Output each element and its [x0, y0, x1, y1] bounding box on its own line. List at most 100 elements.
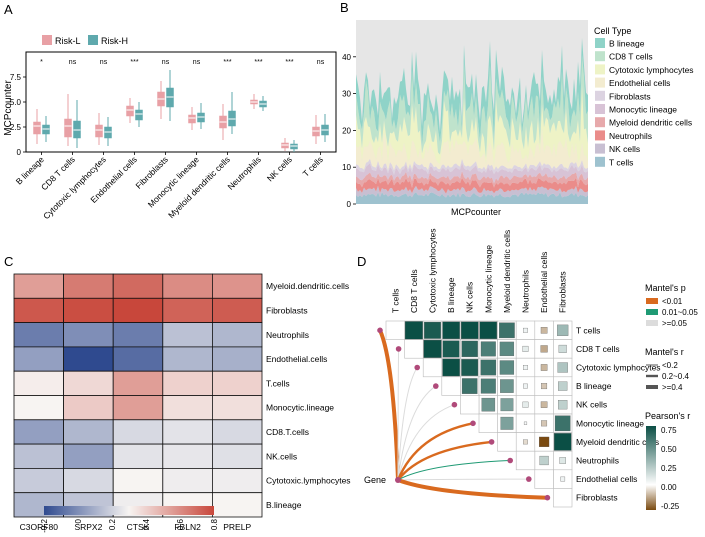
mantel-node [451, 401, 458, 408]
x-axis-label: MCPcounter [451, 207, 501, 217]
heatmap-cell [162, 346, 213, 372]
corr-square [481, 397, 496, 412]
corr-square [541, 420, 548, 427]
heatmap-row-label: Myeloid.dendritic.cells [266, 281, 349, 291]
corr-square [558, 344, 567, 353]
heatmap-col-label: C3ORF80 [20, 522, 59, 532]
heatmap-cell [211, 395, 263, 421]
heatmap-row-label: Fibroblasts [266, 305, 308, 315]
legend-r-title: Mantel's r [645, 347, 684, 357]
legend-r-label: <0.2 [662, 361, 678, 370]
box-risk-l [126, 105, 134, 117]
heatmap-cell [13, 370, 64, 396]
heatmap-cell [63, 419, 114, 445]
panel-label-b: B [340, 0, 349, 15]
heatmap-cell [112, 467, 164, 494]
corr-square [523, 383, 528, 389]
panel-label-c: C [4, 254, 13, 269]
pearson-tick-label: 0.75 [661, 426, 677, 435]
heatmap-cell [112, 346, 164, 372]
pearson-tick-label: 0.25 [661, 464, 677, 473]
legend-swatch [595, 104, 605, 114]
mantel-node [433, 383, 439, 389]
corr-square [499, 322, 515, 339]
heatmap-cell [162, 322, 213, 348]
corr-square [540, 345, 548, 353]
mantel-link [378, 329, 400, 481]
heatmap-cell [112, 297, 164, 323]
mantel-link [397, 404, 455, 481]
heatmap-cell [211, 467, 263, 494]
heatmap-cell [211, 273, 263, 299]
heatmap-col-label: PRELP [223, 522, 251, 532]
corr-square [500, 379, 514, 393]
heatmap-cell [162, 370, 213, 396]
x-tick-label: NK cells [265, 154, 294, 183]
heatmap-cell [211, 346, 263, 372]
significance-label: *** [285, 59, 293, 66]
mantel-link [397, 440, 492, 481]
legend-entry: Monocytic lineage [609, 105, 677, 115]
significance-label: ns [193, 59, 201, 66]
corr-col-label: Neutrophils [521, 270, 531, 313]
legend-p-title: Mantel's p [645, 283, 686, 293]
corr-square [540, 327, 548, 334]
corr-square [559, 457, 566, 464]
corr-row-label: T cells [576, 325, 600, 335]
mantel-link [397, 478, 548, 500]
corr-square [553, 433, 572, 451]
heatmap-cell [162, 443, 213, 469]
colorbar-tick-label: 0.8 [210, 518, 219, 530]
heatmap-cell [63, 273, 114, 299]
corr-square [480, 378, 496, 394]
box-risk-h [135, 109, 143, 121]
corr-square [480, 341, 496, 357]
heatmap-cell [63, 395, 114, 421]
y-tick-label: 0 [17, 148, 22, 157]
corr-square [442, 321, 460, 340]
panel-c-heatmap: Myeloid.dendritic.cells Fibroblasts Neutro… [13, 273, 351, 533]
panel-d-mantel: Gene Mantel's p Mantel's r Pearson's r T… [364, 228, 698, 511]
y-tick-label: 40 [342, 53, 351, 62]
legend-swatch-risk-h [88, 35, 98, 45]
legend-r-label: >=0.4 [662, 383, 683, 392]
corr-row-label: B lineage [576, 381, 612, 391]
corr-row-label: Monocytic lineage [576, 418, 644, 428]
corr-square [539, 436, 550, 447]
y-tick-label: 5.0 [10, 98, 22, 107]
mantel-link [397, 385, 437, 481]
corr-row-label: Myeloid dendritic cells [576, 437, 659, 447]
heatmap-cell [112, 370, 164, 396]
corr-square [499, 341, 515, 357]
heatmap-cell [63, 370, 114, 396]
area-layer-fibroblasts [356, 158, 588, 175]
corr-square [461, 340, 478, 358]
pearson-tick-label: 0.00 [661, 483, 677, 492]
significance-label: ns [317, 59, 325, 66]
legend-entry: Fibroblasts [609, 91, 651, 101]
corr-square [522, 345, 529, 352]
y-tick-label: 7.5 [10, 73, 22, 82]
panel-b-area: Cell Type MCPcounter 0 10 20 30 40 B lineage C… [342, 20, 694, 217]
legend-pearson-title: Pearson's r [645, 411, 690, 421]
heatmap-row-label: Monocytic.lineage [266, 403, 334, 413]
heatmap-cell [112, 443, 164, 469]
corr-square [522, 401, 529, 408]
mantel-node [488, 439, 495, 445]
heatmap-cell [211, 443, 263, 469]
x-tick-label: Neutrophils [225, 154, 262, 191]
corr-diagonal-cell [422, 357, 443, 378]
corr-col-label: Myeloid dendritic cells [502, 230, 512, 313]
heatmap-cell [162, 395, 213, 421]
pearson-tick-label: -0.25 [661, 502, 680, 511]
corr-diagonal-cell [385, 320, 405, 340]
y-tick-label: 0 [347, 200, 352, 209]
corr-square [539, 455, 549, 466]
corr-square [554, 415, 571, 432]
heatmap-cell [162, 467, 213, 494]
mantel-link [397, 460, 511, 481]
corr-square [541, 383, 548, 390]
corr-diagonal-cell [404, 339, 424, 359]
heatmap-cell [63, 467, 114, 494]
